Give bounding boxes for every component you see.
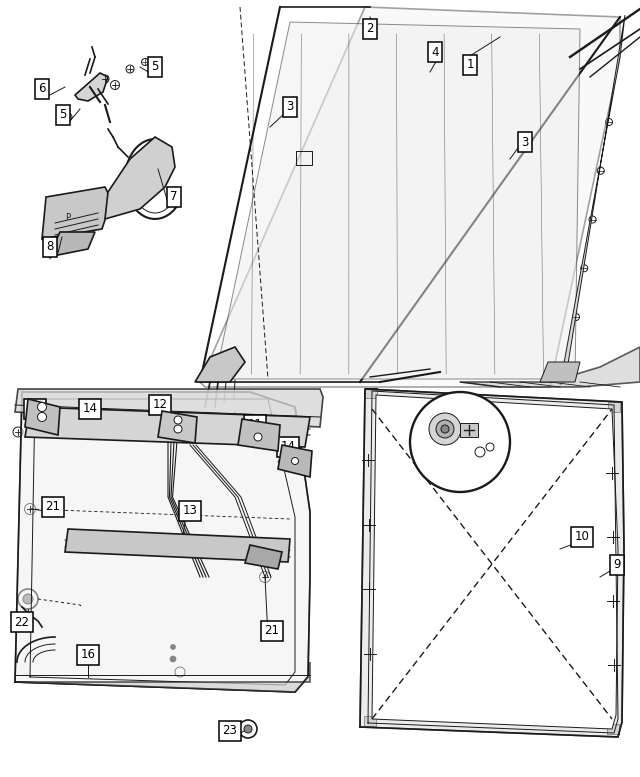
Polygon shape bbox=[158, 411, 197, 443]
FancyBboxPatch shape bbox=[607, 724, 619, 734]
Circle shape bbox=[204, 370, 212, 378]
Circle shape bbox=[486, 443, 494, 451]
Text: 17: 17 bbox=[468, 416, 483, 430]
Text: 14: 14 bbox=[280, 441, 296, 454]
Polygon shape bbox=[200, 7, 620, 387]
Circle shape bbox=[436, 420, 454, 438]
Circle shape bbox=[589, 216, 596, 223]
Text: 10: 10 bbox=[575, 531, 589, 543]
Text: 8: 8 bbox=[46, 241, 54, 253]
Text: 2: 2 bbox=[366, 23, 374, 36]
Circle shape bbox=[410, 392, 510, 492]
Circle shape bbox=[126, 541, 134, 549]
Polygon shape bbox=[65, 529, 290, 562]
Circle shape bbox=[259, 572, 271, 583]
FancyBboxPatch shape bbox=[460, 423, 478, 437]
Circle shape bbox=[170, 656, 176, 662]
Text: 21: 21 bbox=[264, 625, 280, 637]
Circle shape bbox=[23, 594, 33, 604]
Polygon shape bbox=[215, 22, 580, 379]
Text: 9: 9 bbox=[613, 559, 621, 572]
Text: 11: 11 bbox=[28, 402, 42, 416]
Circle shape bbox=[170, 644, 175, 650]
Circle shape bbox=[239, 720, 257, 738]
Circle shape bbox=[126, 65, 134, 73]
Circle shape bbox=[244, 725, 252, 733]
Text: 16: 16 bbox=[81, 649, 95, 661]
Text: 5: 5 bbox=[60, 109, 67, 121]
Circle shape bbox=[141, 58, 148, 65]
Circle shape bbox=[605, 119, 612, 126]
Circle shape bbox=[475, 447, 485, 457]
Text: 22: 22 bbox=[15, 615, 29, 629]
Circle shape bbox=[24, 503, 35, 514]
FancyBboxPatch shape bbox=[608, 402, 620, 412]
Circle shape bbox=[429, 413, 461, 445]
Polygon shape bbox=[460, 347, 640, 387]
Text: 12: 12 bbox=[152, 399, 168, 412]
Circle shape bbox=[580, 265, 588, 272]
Text: 6: 6 bbox=[38, 82, 45, 96]
Circle shape bbox=[441, 425, 449, 433]
Polygon shape bbox=[15, 389, 323, 427]
Circle shape bbox=[111, 81, 120, 89]
Circle shape bbox=[555, 369, 561, 375]
FancyBboxPatch shape bbox=[365, 388, 377, 398]
Circle shape bbox=[150, 64, 156, 70]
Text: 21: 21 bbox=[45, 500, 61, 514]
Circle shape bbox=[101, 75, 109, 83]
Text: P: P bbox=[65, 212, 70, 221]
Polygon shape bbox=[42, 187, 110, 239]
Circle shape bbox=[597, 167, 604, 174]
Polygon shape bbox=[25, 399, 60, 435]
Polygon shape bbox=[540, 362, 580, 382]
Polygon shape bbox=[75, 73, 108, 101]
Circle shape bbox=[38, 402, 47, 412]
Circle shape bbox=[254, 433, 262, 441]
Polygon shape bbox=[105, 137, 175, 219]
Text: 11: 11 bbox=[248, 419, 262, 431]
Circle shape bbox=[573, 313, 579, 320]
Circle shape bbox=[174, 416, 182, 424]
Polygon shape bbox=[238, 419, 280, 451]
Text: 18: 18 bbox=[436, 461, 451, 473]
Polygon shape bbox=[360, 389, 624, 737]
Circle shape bbox=[291, 458, 298, 465]
Polygon shape bbox=[15, 662, 310, 692]
Circle shape bbox=[38, 413, 47, 421]
Circle shape bbox=[565, 369, 571, 375]
Circle shape bbox=[13, 427, 23, 437]
Text: 14: 14 bbox=[83, 402, 97, 416]
Text: 23: 23 bbox=[223, 724, 237, 737]
Polygon shape bbox=[278, 445, 312, 477]
Circle shape bbox=[175, 667, 185, 677]
FancyBboxPatch shape bbox=[364, 716, 376, 726]
Polygon shape bbox=[15, 392, 310, 692]
Circle shape bbox=[174, 425, 182, 433]
Polygon shape bbox=[195, 347, 245, 382]
Text: 3: 3 bbox=[286, 100, 294, 113]
Text: 7: 7 bbox=[170, 190, 178, 204]
Polygon shape bbox=[25, 407, 310, 447]
Text: 13: 13 bbox=[182, 504, 197, 517]
Circle shape bbox=[214, 367, 221, 374]
Circle shape bbox=[64, 113, 72, 121]
Text: 5: 5 bbox=[151, 61, 159, 74]
Circle shape bbox=[18, 589, 38, 609]
Polygon shape bbox=[48, 232, 95, 257]
Text: 3: 3 bbox=[522, 135, 529, 148]
Polygon shape bbox=[245, 545, 282, 569]
Text: 1: 1 bbox=[467, 58, 474, 71]
Polygon shape bbox=[560, 15, 625, 385]
Polygon shape bbox=[372, 395, 618, 729]
Text: 4: 4 bbox=[431, 46, 439, 58]
